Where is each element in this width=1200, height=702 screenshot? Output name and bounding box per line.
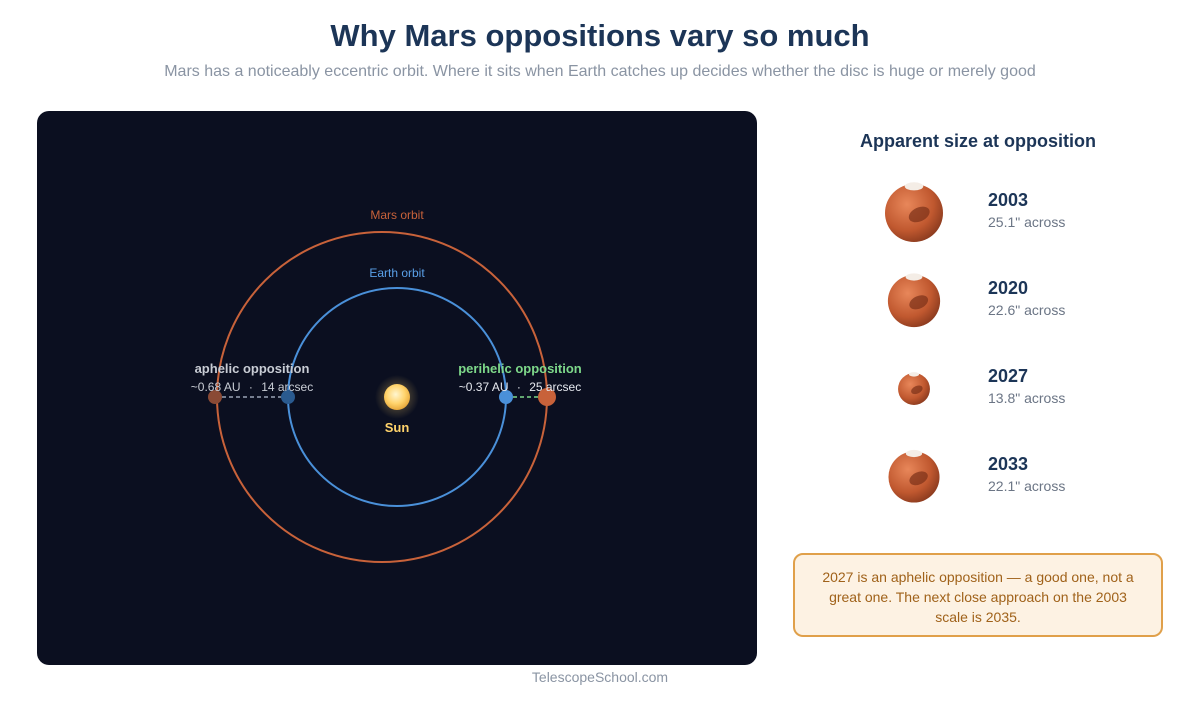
mars-polar-cap: [908, 372, 920, 377]
aphelic-stats: ~0.68 AU · 14 arcsec: [191, 380, 313, 394]
callout-note: 2027 is an aphelic opposition — a good o…: [793, 553, 1163, 637]
aphelic-label: aphelic opposition: [195, 361, 310, 376]
sun-icon: [384, 384, 410, 410]
aphelic-size: 14 arcsec: [261, 380, 313, 394]
opposition-year: 2003: [988, 190, 1029, 210]
sidebar-title: Apparent size at opposition: [859, 131, 1096, 151]
opposition-size: 22.6" across: [988, 302, 1066, 318]
opposition-row-2003: 2003 25.1" across: [870, 180, 1170, 250]
perihelic-label: perihelic opposition: [458, 361, 582, 376]
mars-dark-region: [908, 206, 930, 223]
opposition-size: 25.1" across: [988, 214, 1066, 230]
sun-label: Sun: [385, 420, 410, 435]
aphelic-earth-dot: [281, 390, 295, 404]
opposition-year: 2033: [988, 454, 1029, 474]
perihelic-separator: ·: [517, 380, 521, 394]
perihelic-stats: ~0.37 AU · 25 arcsec: [459, 380, 581, 394]
opposition-row-2027: 2027 13.8" across: [870, 356, 1170, 426]
mars-orbit-label: Mars orbit: [370, 208, 424, 222]
orbit-diagram-panel: Mars orbit Earth orbit Sun aphelic oppos…: [37, 111, 757, 665]
aphelic-separator: ·: [249, 380, 253, 394]
perihelic-distance: ~0.37 AU: [459, 380, 509, 394]
page-subtitle: Mars has a noticeably eccentric orbit. W…: [164, 63, 1036, 80]
mars-polar-cap: [905, 449, 923, 458]
mars-disc-icon: [887, 273, 941, 328]
opposition-row-2020: 2020 22.6" across: [870, 268, 1170, 338]
opposition-size: 13.8" across: [988, 390, 1066, 406]
opposition-year: 2027: [988, 366, 1029, 386]
perihelic-earth-dot: [499, 390, 513, 404]
aphelic-mars-dot: [208, 390, 222, 404]
orbit-diagram: Mars orbit Earth orbit Sun aphelic oppos…: [191, 208, 582, 563]
opposition-size: 22.1" across: [988, 478, 1066, 494]
perihelic-mars-dot: [538, 388, 556, 406]
mars-disc-icon: [888, 449, 940, 503]
mars-polar-cap: [905, 273, 923, 281]
mars-disc-icon: [898, 372, 930, 405]
page-title: Why Mars oppositions vary so much: [330, 18, 870, 53]
mars-dark-region: [911, 385, 923, 395]
earth-orbit-label: Earth orbit: [369, 266, 425, 280]
mars-dark-region: [909, 295, 929, 310]
perihelic-size: 25 arcsec: [529, 380, 581, 394]
mars-disc-icon: [885, 182, 943, 242]
mars-polar-cap: [904, 182, 924, 191]
aphelic-distance: ~0.68 AU: [191, 380, 241, 394]
credit: TelescopeSchool.com: [531, 669, 669, 685]
opposition-year: 2020: [988, 278, 1029, 298]
mars-dark-region: [909, 471, 928, 486]
opposition-row-2033: 2033 22.1" across: [870, 444, 1170, 514]
